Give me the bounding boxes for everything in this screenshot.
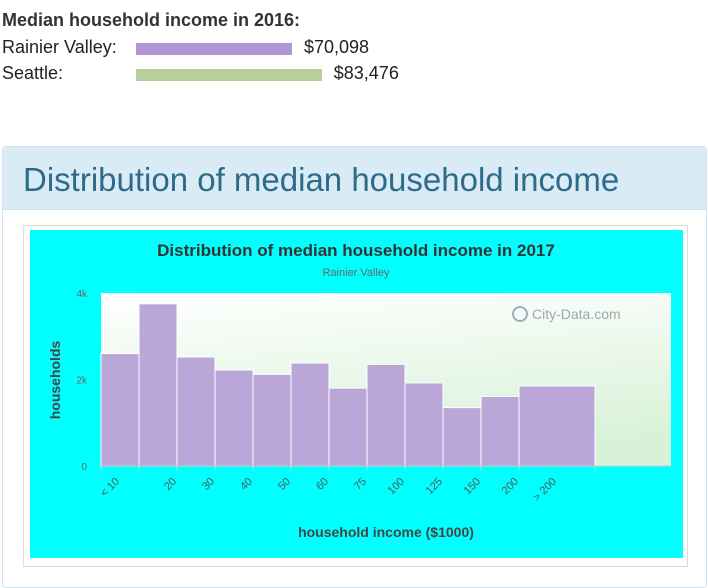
x-tick-label: 200 [500, 476, 521, 497]
histogram-bar [252, 373, 292, 467]
watermark: City-Data.com [512, 306, 621, 322]
histogram-bar [404, 382, 444, 467]
distribution-panel: Distribution of median household income … [2, 146, 707, 588]
histogram-bar [328, 387, 368, 467]
histogram-bar [100, 353, 140, 467]
histogram-bar [176, 356, 216, 467]
summary-value: $70,098 [304, 37, 370, 57]
histogram-chart: Distribution of median household income … [47, 241, 671, 540]
x-tick-label: < 10 [98, 476, 122, 500]
x-tick-label: 75 [352, 476, 369, 493]
summary-title: Median household income in 2016: [2, 10, 301, 30]
summary-bar [136, 69, 322, 81]
summary-label: Rainier Valley: [2, 37, 117, 57]
x-tick-label: 150 [462, 476, 483, 497]
x-tick-label: 100 [386, 476, 407, 497]
x-tick-label: 50 [276, 476, 293, 493]
x-tick-label: 60 [314, 476, 331, 493]
chart-frame: Distribution of median household income … [23, 225, 688, 567]
summary-label: Seattle: [2, 63, 64, 83]
x-tick-label: > 200 [531, 476, 559, 504]
histogram-bar [480, 395, 520, 467]
summary-row-rainier: Rainier Valley: $70,098 [2, 37, 502, 63]
y-tick-label: 2k [76, 376, 88, 387]
chart-subtitle: Rainier Valley [322, 267, 390, 279]
x-tick-label: 125 [424, 476, 445, 497]
x-tick-label: 40 [238, 476, 255, 493]
panel-header [3, 147, 706, 210]
x-tick-label: 20 [162, 476, 179, 493]
y-tick-label: 0 [81, 462, 87, 473]
section-title: Distribution of median household income [23, 161, 620, 198]
summary-value: $83,476 [333, 63, 399, 83]
histogram-bar [214, 369, 254, 467]
histogram-bar [442, 407, 482, 467]
summary-row-seattle: Seattle: $83,476 [2, 63, 502, 89]
watermark-icon [512, 306, 528, 322]
histogram-bar [366, 363, 406, 467]
chart-title: Distribution of median household income … [157, 241, 555, 260]
watermark-text: City-Data.com [532, 306, 621, 322]
x-axis-label: household income ($1000) [298, 524, 474, 540]
y-axis-label: households [47, 341, 63, 420]
histogram-bar [518, 385, 596, 467]
chart-background: Distribution of median household income … [30, 230, 683, 558]
histogram-bar [138, 303, 178, 467]
histogram-bar [290, 362, 330, 467]
income-summary: Median household income in 2016: Rainier… [2, 10, 502, 89]
summary-bar [136, 43, 292, 55]
y-tick-label: 4k [76, 289, 88, 300]
x-tick-label: 30 [200, 476, 217, 493]
